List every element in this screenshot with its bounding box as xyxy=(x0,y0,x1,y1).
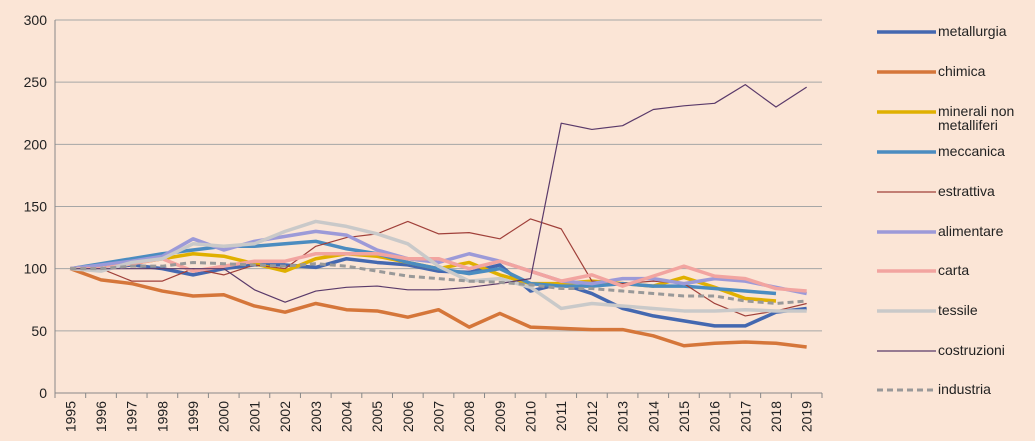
series-line xyxy=(70,219,807,313)
legend-swatch xyxy=(877,230,936,234)
x-tick-label: 2005 xyxy=(369,401,385,432)
x-tick-label: 2003 xyxy=(308,401,324,432)
x-tick-label: 1998 xyxy=(154,401,170,432)
x-tick-label: 2006 xyxy=(400,401,416,432)
legend-label: chimica xyxy=(938,63,986,79)
x-tick-label: 1999 xyxy=(185,401,201,432)
x-tick-label: 2001 xyxy=(246,401,262,432)
legend-swatch xyxy=(877,269,936,273)
legend-label: meccanica xyxy=(938,143,1005,159)
x-tick-label: 2019 xyxy=(799,401,815,432)
legend-swatch xyxy=(877,110,936,114)
legend-item: chimica xyxy=(876,64,1035,78)
y-tick-label: 200 xyxy=(24,136,48,152)
legend-label: metallurgia xyxy=(938,23,1007,39)
legend-item: alimentare xyxy=(876,224,1035,238)
y-tick-label: 300 xyxy=(24,12,48,28)
legend-swatch xyxy=(877,350,936,352)
series-line xyxy=(70,251,807,293)
legend-swatch xyxy=(877,191,936,193)
x-tick-label: 2010 xyxy=(523,401,539,432)
x-tick-label: 2011 xyxy=(553,401,569,431)
series-line xyxy=(70,84,807,303)
series-line xyxy=(70,260,807,305)
legend-item: minerali non metalliferi xyxy=(876,104,1035,132)
x-tick-label: 2004 xyxy=(338,401,354,432)
series-line xyxy=(70,256,807,328)
legend-label: tessile xyxy=(938,302,978,318)
legend-item: costruzioni xyxy=(876,343,1035,357)
x-tick-label: 2009 xyxy=(492,401,508,432)
x-tick-label: 2014 xyxy=(645,401,661,432)
x-tick-label: 2015 xyxy=(676,401,692,432)
x-tick-label: 2000 xyxy=(216,401,232,432)
legend-label: estrattiva xyxy=(938,183,995,199)
y-tick-label: 150 xyxy=(24,199,48,215)
legend-item: meccanica xyxy=(876,144,1035,158)
legend-item: carta xyxy=(876,263,1035,277)
legend-swatch xyxy=(877,150,936,154)
x-tick-label: 2017 xyxy=(737,401,753,432)
y-tick-label: 50 xyxy=(31,323,47,339)
y-tick-label: 0 xyxy=(39,385,47,401)
x-tick-label: 1995 xyxy=(62,401,78,432)
legend-item: tessile xyxy=(876,303,1035,317)
x-tick-label: 1997 xyxy=(124,401,140,432)
series-line xyxy=(70,229,808,296)
legend-item: estrattiva xyxy=(876,184,1035,198)
y-tick-label: 250 xyxy=(24,74,48,90)
legend-label: minerali non metalliferi xyxy=(938,103,1015,133)
x-tick-label: 2012 xyxy=(584,401,600,432)
legend-swatch xyxy=(877,388,936,392)
x-tick-label: 2018 xyxy=(768,401,784,432)
x-tick-label: 2013 xyxy=(615,401,631,432)
y-tick-label: 100 xyxy=(24,261,48,277)
legend-swatch xyxy=(877,30,936,34)
legend-item: industria xyxy=(876,382,1035,396)
x-tick-label: 2002 xyxy=(277,401,293,432)
legend-label: costruzioni xyxy=(938,342,1005,358)
legend-item: metallurgia xyxy=(876,24,1035,38)
series-line xyxy=(70,239,777,296)
series-line xyxy=(69,267,807,349)
x-tick-label: 2008 xyxy=(461,401,477,432)
legend-swatch xyxy=(877,70,936,74)
legend-label: industria xyxy=(938,381,991,397)
legend-label: alimentare xyxy=(938,223,1004,239)
x-tick-label: 1996 xyxy=(93,401,109,432)
x-tick-label: 2016 xyxy=(707,401,723,432)
x-tick-label: 2007 xyxy=(431,401,447,432)
legend-label: carta xyxy=(938,262,970,278)
legend-swatch xyxy=(877,309,936,313)
